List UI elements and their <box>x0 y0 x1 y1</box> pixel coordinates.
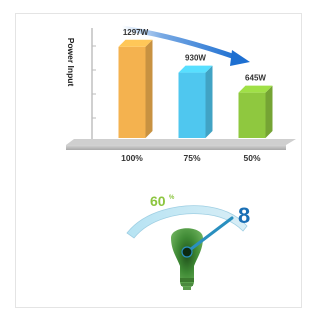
bars: 1297W 100% 930W 75% 645W 50% <box>118 28 273 163</box>
gauge-level-value: 8 <box>238 203 250 228</box>
y-axis-label: Power Input <box>66 38 76 87</box>
gauge: 60 % 8 <box>126 193 250 290</box>
bar-75% <box>178 65 213 138</box>
bar-value-label: 930W <box>185 54 206 63</box>
svg-text:%: % <box>169 195 175 201</box>
svg-text:60: 60 <box>150 193 166 209</box>
bulb-icon <box>171 228 203 290</box>
trend-arrow <box>119 25 250 66</box>
panel-frame <box>15 13 302 308</box>
bar-100% <box>118 39 153 139</box>
gauge-arc <box>126 205 248 239</box>
x-tick-label: 100% <box>121 153 143 163</box>
bar-value-label: 645W <box>245 74 266 83</box>
x-tick-label: 50% <box>243 153 260 163</box>
bar-50% <box>238 85 273 138</box>
x-tick-label: 75% <box>183 153 200 163</box>
bar-value-label: 1297W <box>123 28 149 37</box>
chart-floor <box>66 139 296 150</box>
y-axis <box>91 28 96 140</box>
gauge-needle <box>181 216 234 258</box>
gauge-percent: 60 % <box>150 193 175 209</box>
